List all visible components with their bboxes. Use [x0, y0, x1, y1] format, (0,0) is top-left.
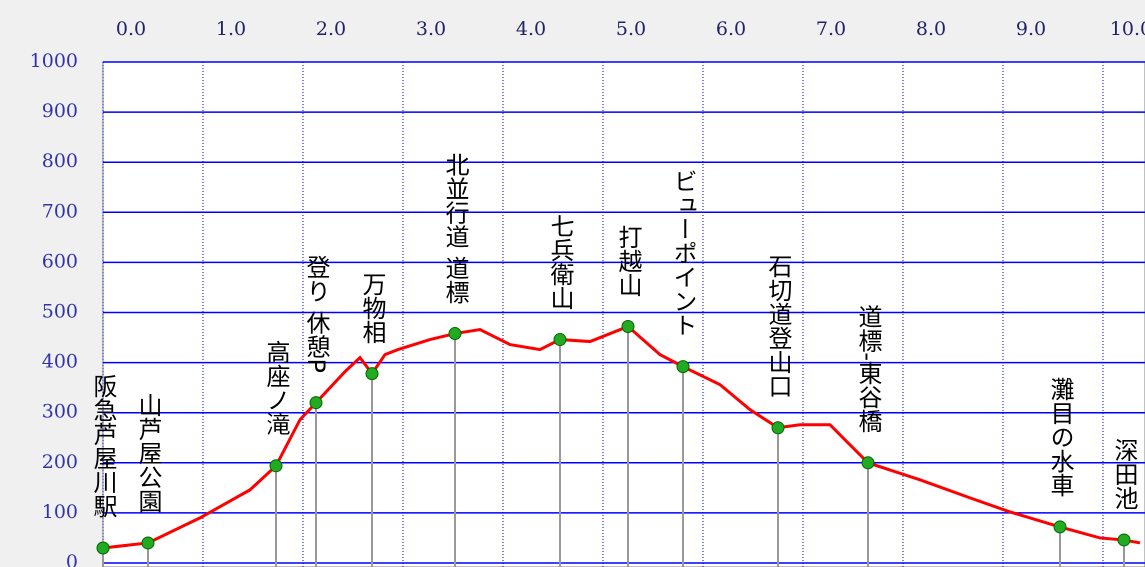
waypoint-dot [365, 367, 379, 381]
y-tick-label: 400 [42, 351, 78, 373]
y-tick-label: 200 [42, 451, 78, 473]
y-tick-label: 1000 [30, 50, 78, 72]
waypoint-label: 七兵衛山 [546, 213, 574, 310]
plot-area [102, 61, 1145, 567]
waypoint-dot [676, 360, 690, 374]
waypoint-dot [448, 327, 462, 341]
waypoint-label: 北並行道 道標 [441, 151, 469, 304]
x-tick-label: 1.0 [216, 18, 246, 40]
y-tick-label: 900 [42, 100, 78, 122]
waypoint-dot [553, 333, 567, 347]
x-tick-label: 5.0 [616, 18, 646, 40]
x-tick-label: 4.0 [516, 18, 546, 40]
waypoint-dot [861, 456, 875, 470]
y-tick-label: 600 [42, 250, 78, 272]
waypoint-label: 阪急芦屋川駅 [89, 373, 117, 518]
y-tick-label: 800 [42, 150, 78, 172]
waypoint-label: 深田池 [1110, 437, 1138, 510]
waypoint-dot [309, 396, 323, 410]
x-tick-label: 8.0 [916, 18, 946, 40]
waypoint-label: 高座ノ滝 [262, 339, 290, 436]
waypoint-label: 灘目の水車 [1046, 376, 1074, 497]
x-tick-label: 3.0 [416, 18, 446, 40]
x-tick-label: 7.0 [816, 18, 846, 40]
waypoint-dot [269, 459, 283, 473]
y-tick-label: 100 [42, 501, 78, 523]
x-tick-label: 0.0 [116, 18, 146, 40]
x-tick-label: 9.0 [1016, 18, 1046, 40]
waypoint-label: ビューポイント [669, 168, 697, 337]
waypoint-label: 石切道登山口 [764, 253, 792, 398]
x-tick-label: 6.0 [716, 18, 746, 40]
y-tick-label: 700 [42, 200, 78, 222]
waypoint-label: 万物相 [358, 271, 386, 344]
waypoint-dot [96, 541, 110, 555]
waypoint-dot [621, 320, 635, 334]
x-tick-label: 10.0 [1110, 18, 1145, 40]
y-tick-label: 0 [66, 551, 78, 567]
waypoint-label: 山芦屋公園 [134, 392, 162, 513]
waypoint-dot [1117, 533, 1131, 547]
waypoint-dot [771, 421, 785, 435]
waypoint-label: 打越山 [614, 224, 642, 297]
y-tick-label: 300 [42, 401, 78, 423]
waypoint-dot [141, 536, 155, 550]
waypoint-label: 登り 休憩P [302, 254, 330, 373]
y-tick-label: 500 [42, 301, 78, 323]
x-tick-label: 2.0 [316, 18, 346, 40]
waypoint-label: 道標-東谷橋 [854, 304, 882, 433]
waypoint-dot [1053, 520, 1067, 534]
